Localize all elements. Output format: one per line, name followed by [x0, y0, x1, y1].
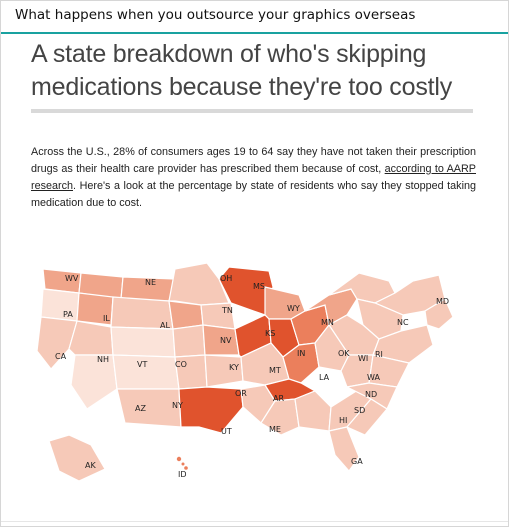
- state-tile: [40, 288, 80, 322]
- state-tile: [168, 262, 230, 306]
- state-label-tn: TN: [221, 306, 233, 315]
- state-label-ny: NY: [172, 401, 183, 410]
- state-label-wv: WV: [65, 274, 79, 283]
- state-label-me: ME: [269, 425, 281, 434]
- state-label-nv: NV: [220, 336, 232, 345]
- state-tile: [68, 320, 114, 356]
- state-label-ok: OK: [338, 349, 350, 358]
- state-label-nh: NH: [97, 355, 109, 364]
- state-label-wi: WI: [358, 354, 368, 363]
- state-label-al: AL: [160, 321, 170, 330]
- title-divider: [1, 32, 508, 34]
- state-label-hi: HI: [339, 416, 347, 425]
- state-tile: [48, 434, 106, 482]
- state-tile: [172, 324, 206, 358]
- state-tile: [178, 386, 244, 434]
- state-label-md: MD: [436, 297, 449, 306]
- state-label-ky: KY: [229, 363, 239, 372]
- state-label-az: AZ: [135, 404, 146, 413]
- state-tile: [260, 398, 300, 436]
- state-label-mn: MN: [321, 318, 334, 327]
- state-tile: [345, 382, 398, 410]
- state-label-ut: UT: [221, 427, 232, 436]
- state-label-or: OR: [235, 389, 247, 398]
- state-label-wy: WY: [287, 304, 300, 313]
- bottom-divider: [1, 521, 508, 522]
- state-label-co: CO: [175, 360, 187, 369]
- state-label-ak: AK: [85, 461, 96, 470]
- state-tile: [424, 298, 454, 330]
- state-label-sd: SD: [354, 406, 365, 415]
- state-label-ks: KS: [265, 329, 275, 338]
- state-label-oh: OH: [220, 274, 232, 283]
- state-label-ca: CA: [55, 352, 67, 361]
- state-label-ar: AR: [273, 394, 284, 403]
- state-label-mt: MT: [269, 366, 281, 375]
- state-label-ms: MS: [253, 282, 265, 291]
- state-label-pa: PA: [63, 310, 73, 319]
- state-tiles: [36, 262, 454, 482]
- article-body: Across the U.S., 28% of consumers ages 1…: [31, 144, 476, 212]
- island-mark: [184, 466, 188, 470]
- state-label-il: IL: [103, 314, 110, 323]
- state-label-la: LA: [319, 373, 330, 382]
- state-label-ga: GA: [351, 457, 363, 466]
- state-tile: [36, 316, 78, 370]
- state-tile: [328, 426, 360, 472]
- island-mark: [181, 462, 185, 466]
- state-tile: [346, 398, 388, 436]
- body-text-after: . Here's a look at the percentage by sta…: [31, 180, 476, 209]
- state-tile: [110, 326, 176, 358]
- state-labels: WV NE OH MS MD PA IL TN WY MN NC AL KS RI NV IN OK WI CA NH…: [55, 274, 449, 479]
- aarp-research-link[interactable]: according to AARP research: [31, 163, 476, 192]
- post-title[interactable]: What happens when you outsource your gra…: [15, 7, 416, 23]
- state-label-vt: VT: [137, 360, 147, 369]
- us-states-map: WV NE OH MS MD PA IL TN WY MN NC AL KS RI NV IN OK WI CA NH…: [36, 262, 454, 482]
- island-mark: [176, 456, 182, 462]
- state-label-nd: ND: [365, 390, 377, 399]
- state-label-ri: RI: [375, 350, 383, 359]
- state-label-in: IN: [297, 349, 305, 358]
- state-label-nc: NC: [397, 318, 409, 327]
- article-headline: A state breakdown of who's skipping medi…: [31, 40, 453, 101]
- state-label-id: ID: [178, 470, 187, 479]
- body-text-before: Across the U.S., 28% of consumers ages 1…: [31, 146, 476, 175]
- state-tile: [294, 390, 332, 432]
- state-tile: [70, 354, 118, 410]
- state-label-ne: NE: [145, 278, 156, 287]
- headline-divider: [31, 109, 473, 113]
- state-label-wa: WA: [367, 373, 380, 382]
- state-tile: [168, 300, 204, 330]
